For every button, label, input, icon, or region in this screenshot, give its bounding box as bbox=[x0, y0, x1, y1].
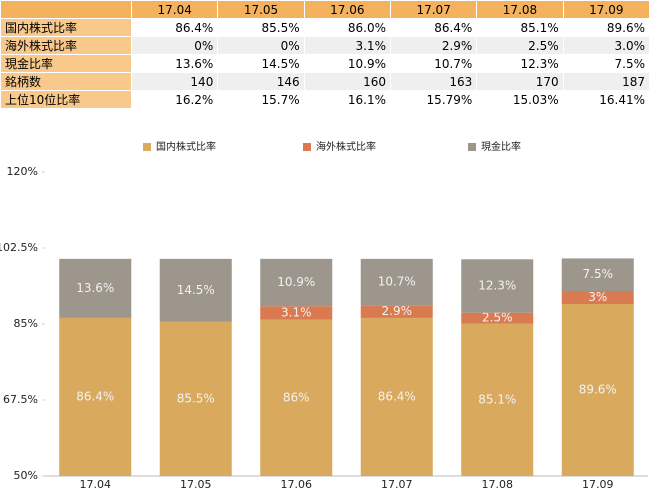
bar-segment bbox=[159, 321, 232, 476]
bar-segment bbox=[561, 290, 634, 305]
bar-segment bbox=[360, 317, 433, 476]
data-label: 7.5% bbox=[583, 267, 614, 281]
x-tick-label: 17.09 bbox=[582, 478, 614, 490]
legend-label: 現金比率 bbox=[481, 140, 521, 153]
bar-segment bbox=[461, 259, 534, 313]
table-cell: 160 bbox=[303, 72, 391, 91]
table-row: 上位10位比率 16.2% 15.7% 16.1% 15.79% 15.03% 16.41% bbox=[0, 90, 650, 109]
table-cell: 187 bbox=[562, 72, 650, 91]
bar-segment bbox=[561, 304, 634, 476]
bar-segment bbox=[59, 317, 132, 476]
data-label: 2.5% bbox=[482, 311, 513, 325]
y-tick-label: 120% bbox=[7, 165, 38, 178]
table-cell: 15.79% bbox=[389, 90, 478, 109]
table-row: 国内株式比率 86.4% 85.5% 86.0% 86.4% 85.1% 89.6% bbox=[0, 18, 650, 37]
bar-segment bbox=[561, 258, 634, 291]
y-tick-label: 102.5% bbox=[0, 241, 38, 254]
bar-segment bbox=[260, 306, 333, 320]
legend-swatch bbox=[468, 143, 476, 151]
x-tick-label: 17.04 bbox=[80, 478, 112, 490]
row-label: 海外株式比率 bbox=[0, 36, 132, 55]
table-cell: 2.9% bbox=[389, 36, 478, 55]
data-label: 86.4% bbox=[76, 389, 114, 403]
y-tick-label: 50% bbox=[14, 469, 38, 482]
bar-segment bbox=[159, 258, 232, 322]
table-cell: 2.5% bbox=[476, 36, 564, 55]
data-label: 12.3% bbox=[478, 279, 516, 293]
data-label: 85.5% bbox=[177, 391, 215, 405]
corner-cell bbox=[0, 0, 132, 19]
x-tick-label: 17.05 bbox=[180, 478, 212, 490]
data-label: 86% bbox=[283, 390, 310, 404]
bar-segment bbox=[461, 312, 534, 324]
table-cell: 7.5% bbox=[562, 54, 650, 73]
data-label: 14.5% bbox=[177, 283, 215, 297]
bar-segment bbox=[260, 319, 333, 476]
data-label: 3% bbox=[588, 290, 607, 304]
data-table: 17.04 17.05 17.06 17.07 17.08 17.09 国内株式比率 86.4… bbox=[0, 0, 650, 109]
data-label: 10.7% bbox=[378, 275, 416, 289]
table-cell: 3.0% bbox=[562, 36, 650, 55]
legend-swatch bbox=[143, 143, 151, 151]
y-tick-label: 67.5% bbox=[3, 393, 38, 406]
table-cell: 16.2% bbox=[130, 90, 219, 109]
header-cell: 17.06 bbox=[303, 0, 391, 19]
table-cell: 3.1% bbox=[303, 36, 391, 55]
legend-swatch bbox=[303, 143, 311, 151]
bar-segment bbox=[59, 258, 132, 318]
y-tick-label: 85% bbox=[14, 317, 38, 330]
data-label: 85.1% bbox=[478, 392, 516, 406]
x-tick-label: 17.06 bbox=[281, 478, 313, 490]
table-cell: 85.5% bbox=[217, 18, 305, 37]
row-label: 上位10位比率 bbox=[0, 90, 132, 109]
table-cell: 15.03% bbox=[476, 90, 564, 109]
legend-label: 国内株式比率 bbox=[156, 140, 216, 153]
bar-segment bbox=[360, 305, 433, 318]
data-label: 89.6% bbox=[579, 383, 617, 397]
row-label: 国内株式比率 bbox=[0, 18, 132, 37]
table-cell: 16.41% bbox=[562, 90, 650, 109]
x-tick-label: 17.08 bbox=[482, 478, 514, 490]
data-label: 2.9% bbox=[382, 304, 413, 318]
bar-segment bbox=[360, 258, 433, 306]
data-label: 86.4% bbox=[378, 389, 416, 403]
x-tick-label: 17.07 bbox=[381, 478, 413, 490]
bar-segment bbox=[461, 323, 534, 476]
table-cell: 15.7% bbox=[217, 90, 305, 109]
data-label: 10.9% bbox=[277, 275, 315, 289]
table-cell: 16.1% bbox=[303, 90, 391, 109]
table-row: 海外株式比率 0% 0% 3.1% 2.9% 2.5% 3.0% bbox=[0, 36, 650, 55]
table-cell: 0% bbox=[130, 36, 219, 55]
legend-label: 海外株式比率 bbox=[316, 140, 376, 153]
bar-segment bbox=[260, 258, 333, 307]
header-cell: 17.04 bbox=[130, 0, 219, 19]
data-label: 13.6% bbox=[76, 281, 114, 295]
table-cell: 163 bbox=[389, 72, 478, 91]
data-label: 3.1% bbox=[281, 305, 312, 319]
row-label: 現金比率 bbox=[0, 54, 132, 73]
